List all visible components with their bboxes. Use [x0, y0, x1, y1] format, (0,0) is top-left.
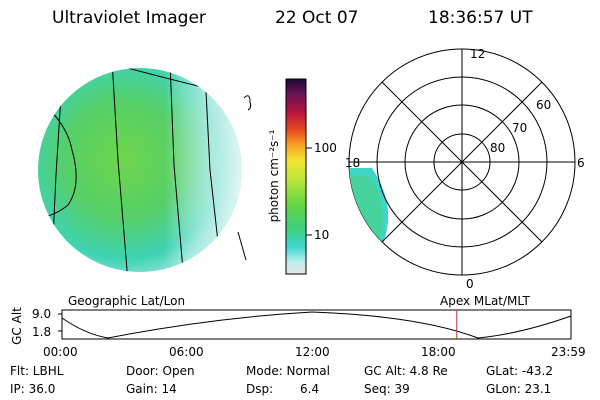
status-door: Door: Open: [126, 364, 195, 378]
altitude-xtick-2359: 23:59: [551, 345, 586, 359]
altitude-ylabel: GC Alt: [10, 307, 24, 345]
status-filter: Flt: LBHL: [10, 364, 64, 378]
altitude-curve: [61, 311, 572, 339]
observation-date: 22 Oct 07: [275, 8, 359, 28]
altitude-ytick-high: 9.0: [32, 307, 52, 321]
mlt-label-0: 0: [466, 277, 474, 291]
instrument-title: Ultraviolet Imager: [52, 8, 206, 28]
status-seq: Seq: 39: [364, 382, 410, 396]
observation-time: 18:36:57 UT: [428, 8, 533, 28]
altitude-xtick-1800: 18:00: [421, 345, 456, 359]
mlt-label-18: 18: [345, 156, 361, 170]
polar-mlat-mlt-plot: [348, 48, 576, 276]
mlt-label-12: 12: [470, 47, 486, 61]
lat-label-70: 70: [512, 121, 528, 135]
altitude-xtick-1200: 12:00: [295, 345, 330, 359]
mlt-label-6: 6: [577, 156, 585, 170]
altitude-ytick-low: 1.8: [32, 325, 52, 339]
status-gain: Gain: 14: [126, 382, 177, 396]
left-panel-caption: Geographic Lat/Lon: [68, 294, 186, 308]
status-glon: GLon: 23.1: [486, 382, 552, 396]
lat-label-60: 60: [536, 98, 552, 112]
altitude-xtick-0600: 06:00: [169, 345, 204, 359]
earth-uv-image: [38, 68, 252, 272]
lat-label-80: 80: [490, 141, 506, 155]
status-glat: GLat: -43.2: [486, 364, 553, 378]
colorbar: [285, 78, 312, 275]
status-dsp-label: Dsp:: [246, 382, 274, 396]
status-ip: IP: 36.0: [10, 382, 56, 396]
colorbar-tick-10: 10: [314, 228, 330, 242]
altitude-xtick-0000: 00:00: [43, 345, 78, 359]
auroral-emission-region: [349, 168, 389, 252]
status-gc-alt: GC Alt: 4.8 Re: [364, 364, 448, 378]
altitude-plot: [58, 309, 572, 340]
status-dsp-value: 6.4: [300, 382, 320, 396]
coastline-fragment: [237, 231, 247, 261]
status-mode: Mode: Normal: [246, 364, 330, 378]
colorbar-unit-label: photon cm⁻²s⁻¹: [267, 129, 281, 223]
coastline-fragment: [243, 95, 252, 111]
right-panel-caption: Apex MLat/MLT: [440, 294, 530, 308]
colorbar-tick-100: 100: [314, 141, 337, 155]
